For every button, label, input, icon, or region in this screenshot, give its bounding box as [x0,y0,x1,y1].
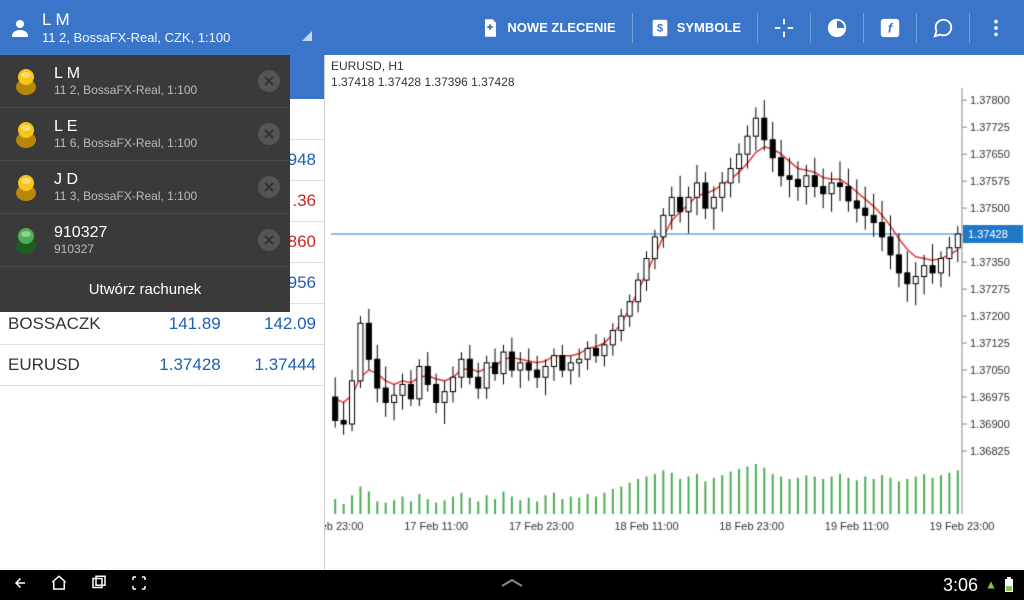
dropdown-indicator-icon [302,31,312,41]
account-item[interactable]: 910327 910327 [0,214,290,267]
signal-icon [984,578,998,592]
account-remove-button[interactable] [258,70,280,92]
back-button[interactable] [10,574,28,597]
home-button[interactable] [50,574,68,597]
chart-ohlc: 1.37418 1.37428 1.37396 1.37428 [331,75,515,89]
account-item[interactable]: J D 11 3, BossaFX-Real, 1:100 [0,161,290,214]
account-item[interactable]: L M 11 2, BossaFX-Real, 1:100 [0,55,290,108]
timeframe-button[interactable] [817,8,857,48]
account-dropdown: L M 11 2, BossaFX-Real, 1:100 L E 11 6, … [0,55,290,312]
close-icon [264,235,274,245]
home-icon [50,574,68,592]
crosshair-button[interactable] [764,8,804,48]
separator [916,13,917,43]
menu-button[interactable] [976,8,1016,48]
chart-title: EURUSD, H1 [331,59,404,73]
account-item-name: L M [54,65,197,83]
account-item[interactable]: L E 11 6, BossaFX-Real, 1:100 [0,108,290,161]
account-sub: 11 2, BossaFX-Real, CZK, 1:100 [42,30,230,45]
candlestick-chart[interactable] [325,55,1024,570]
recent-button[interactable] [90,574,108,597]
expand-button[interactable] [498,576,526,595]
chart-area[interactable]: EURUSD, H1 1.37418 1.37428 1.37396 1.374… [325,55,1024,570]
account-item-sub: 11 6, BossaFX-Real, 1:100 [54,136,197,150]
account-avatar-icon [10,118,42,150]
chat-icon [932,17,954,39]
quote-bid: 1.37428 [134,345,229,386]
battery-icon [1004,577,1014,593]
account-remove-button[interactable] [258,229,280,251]
crosshair-icon [773,17,795,39]
close-icon [264,129,274,139]
chevron-up-icon [498,576,526,590]
close-icon [264,182,274,192]
status-time: 3:06 [943,575,978,596]
create-account-button[interactable]: Utwórz rachunek [0,267,290,312]
account-item-name: 910327 [54,224,107,242]
quote-row[interactable]: EURUSD 1.37428 1.37444 [0,345,324,386]
screenshot-icon [130,574,148,592]
account-avatar-icon [10,65,42,97]
back-icon [10,574,28,592]
account-remove-button[interactable] [258,123,280,145]
symbols-icon: $ [649,17,671,39]
account-item-sub: 910327 [54,242,107,256]
separator [969,13,970,43]
indicators-button[interactable]: f [870,8,910,48]
account-item-name: J D [54,171,197,189]
svg-text:$: $ [657,22,663,34]
symbols-label: SYMBOLE [677,20,741,35]
new-order-button[interactable]: NOWE ZLECENIE [469,11,625,45]
more-icon [985,17,1007,39]
separator [632,13,633,43]
account-avatar-icon [10,224,42,256]
account-remove-button[interactable] [258,176,280,198]
document-plus-icon [479,17,501,39]
top-bar: L M 11 2, BossaFX-Real, CZK, 1:100 NOWE … [0,0,1024,55]
separator [757,13,758,43]
screenshot-button[interactable] [130,574,148,597]
account-item-name: L E [54,118,197,136]
close-icon [264,76,274,86]
symbols-button[interactable]: $ SYMBOLE [639,11,751,45]
account-selector[interactable]: L M 11 2, BossaFX-Real, CZK, 1:100 [8,10,318,45]
account-name: L M [42,10,230,30]
function-icon: f [879,17,901,39]
recent-icon [90,574,108,592]
separator [863,13,864,43]
account-avatar-icon [10,171,42,203]
new-order-label: NOWE ZLECENIE [507,20,615,35]
chat-button[interactable] [923,8,963,48]
separator [810,13,811,43]
account-item-sub: 11 2, BossaFX-Real, 1:100 [54,83,197,97]
quote-symbol: EURUSD [0,345,134,386]
account-item-sub: 11 3, BossaFX-Real, 1:100 [54,189,197,203]
quote-ask: 1.37444 [229,345,324,386]
system-nav-bar: 3:06 [0,570,1024,600]
user-icon [8,16,32,40]
clock-icon [826,17,848,39]
